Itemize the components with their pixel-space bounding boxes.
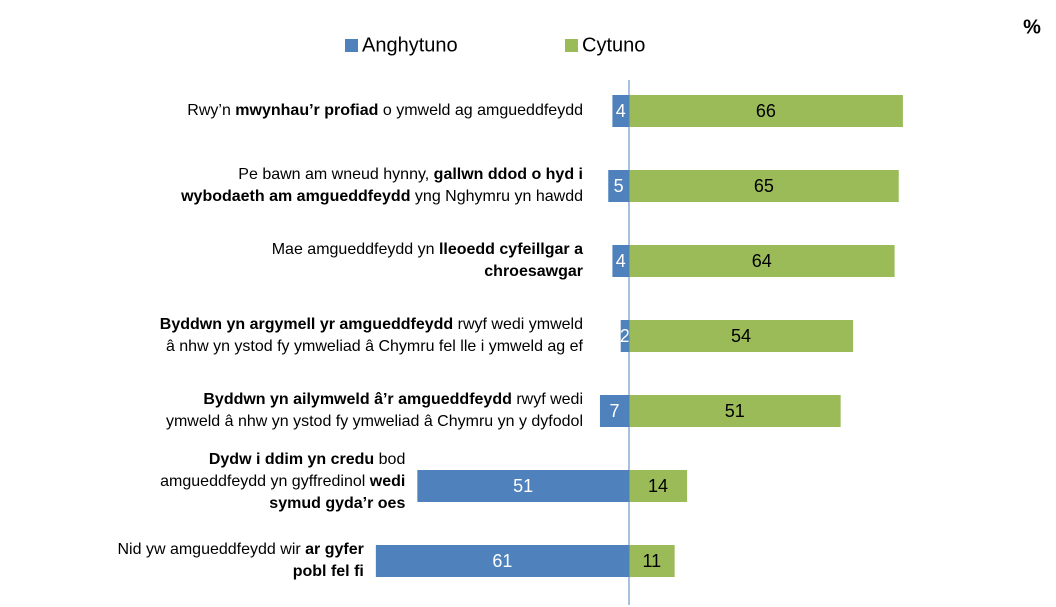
category-label: Nid yw amgueddfeydd wir ar gyfer (118, 541, 364, 558)
label-segment: â nhw yn ystod fy ymweliad â Chymru fel … (166, 338, 584, 355)
value-label: 64 (752, 251, 772, 271)
label-segment: symud gyda’r oes (269, 495, 405, 512)
label-segment: lleoedd cyfeillgar a (439, 241, 583, 258)
category-label: amgueddfeydd yn gyffredinol wedi (160, 473, 405, 490)
label-segment: Rwy’n (187, 102, 235, 119)
legend-label: Anghytuno (362, 34, 458, 56)
label-segment: mwynhau’r profiad (235, 102, 378, 119)
bar (629, 170, 899, 202)
legend-swatch (565, 39, 578, 52)
category-label: Byddwn yn ailymweld â’r amgueddfeydd rwy… (203, 391, 583, 408)
value-label: 4 (616, 251, 626, 271)
label-segment: ymweld â nhw yn ystod fy ymweliad â Chym… (166, 413, 583, 430)
label-segment: Mae amgueddfeydd yn (272, 241, 439, 258)
category-label: ymweld â nhw yn ystod fy ymweliad â Chym… (166, 413, 583, 430)
legend-swatch (345, 39, 358, 52)
label-segment: chroesawgar (484, 263, 583, 280)
label-segment: ar gyfer (305, 541, 364, 558)
value-label: 2 (620, 326, 630, 346)
value-label: 54 (731, 326, 751, 346)
bar (417, 470, 629, 502)
category-label: Byddwn yn argymell yr amgueddfeydd rwyf … (160, 316, 583, 333)
legend-label: Cytuno (582, 34, 645, 56)
label-segment: pobl fel fi (293, 563, 364, 580)
bar (620, 320, 629, 352)
value-label: 65 (754, 176, 774, 196)
bar (629, 245, 895, 277)
label-segment: Byddwn yn ailymweld â’r amgueddfeydd (203, 391, 512, 408)
category-label: Dydw i ddim yn credu bod (209, 451, 405, 468)
value-label: 61 (492, 551, 512, 571)
bar (375, 545, 629, 577)
bar (612, 95, 629, 127)
label-segment: Nid yw amgueddfeydd wir (118, 541, 306, 558)
value-label: 5 (614, 176, 624, 196)
bar (608, 170, 629, 202)
label-segment: amgueddfeydd yn gyffredinol (160, 473, 370, 490)
bar (629, 395, 841, 427)
bar (629, 470, 688, 502)
category-label: Pe bawn am wneud hynny, gallwn ddod o hy… (238, 166, 583, 183)
value-label: 7 (609, 401, 619, 421)
label-segment: Pe bawn am wneud hynny, (238, 166, 433, 183)
category-label: chroesawgar (484, 263, 583, 280)
bar (629, 320, 854, 352)
value-label: 66 (756, 101, 776, 121)
label-segment: wybodaeth am amgueddfeydd (180, 188, 410, 205)
unit-label: % (1023, 16, 1041, 38)
label-segment: Byddwn yn argymell yr amgueddfeydd (160, 316, 453, 333)
value-label: 51 (725, 401, 745, 421)
category-label: wybodaeth am amgueddfeydd yng Nghymru yn… (180, 188, 583, 205)
label-segment: Dydw i ddim yn credu (209, 451, 374, 468)
category-label: Mae amgueddfeydd yn lleoedd cyfeillgar a (272, 241, 583, 258)
bar (612, 245, 629, 277)
bar (629, 95, 903, 127)
bar (629, 545, 675, 577)
label-segment: yng Nghymru yn hawdd (410, 188, 583, 205)
label-segment: rwyf wedi ymweld (453, 316, 583, 333)
value-label: 51 (513, 476, 533, 496)
bar (599, 395, 629, 427)
value-label: 11 (642, 551, 661, 571)
label-segment: gallwn ddod o hyd i (434, 166, 583, 183)
label-segment: bod (374, 451, 405, 468)
category-label: â nhw yn ystod fy ymweliad â Chymru fel … (166, 338, 584, 355)
category-label: Rwy’n mwynhau’r profiad o ymweld ag amgu… (187, 102, 583, 119)
label-segment: rwyf wedi (512, 391, 583, 408)
label-segment: o ymweld ag amgueddfeydd (378, 102, 583, 119)
value-label: 4 (616, 101, 626, 121)
category-label: pobl fel fi (293, 563, 364, 580)
label-segment: wedi (369, 473, 406, 490)
category-label: symud gyda’r oes (269, 495, 405, 512)
value-label: 14 (648, 476, 668, 496)
